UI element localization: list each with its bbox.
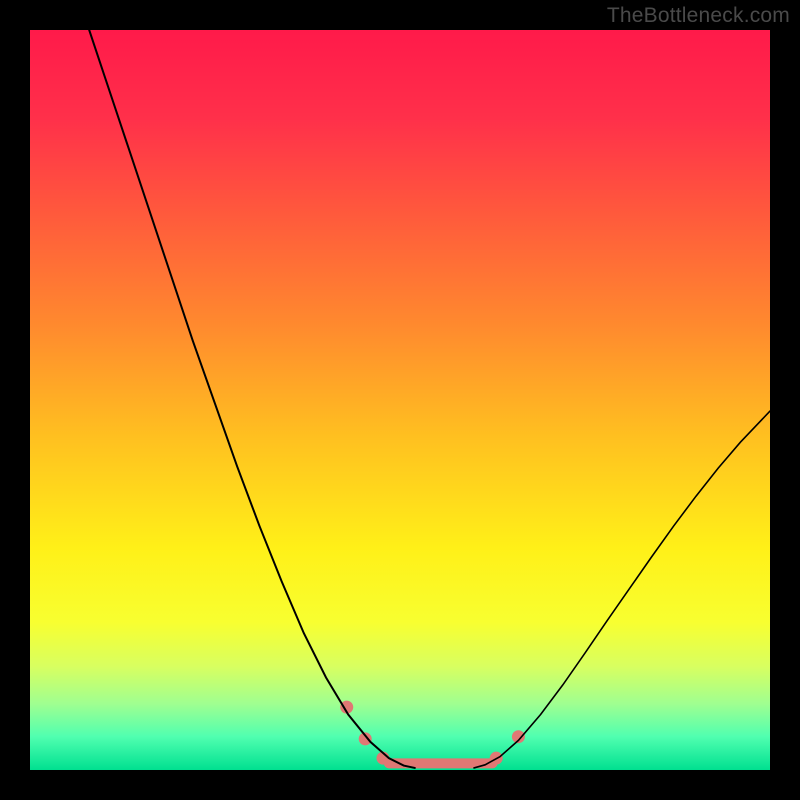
chart-svg [0, 0, 800, 800]
plot-area-gradient [30, 30, 770, 770]
bottleneck-chart: TheBottleneck.com [0, 0, 800, 800]
